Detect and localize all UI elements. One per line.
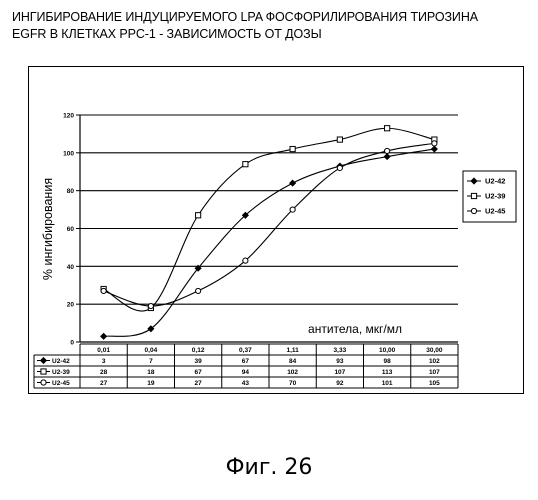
point-U2-42-6 xyxy=(384,154,390,160)
y-tick-label-0: 0 xyxy=(70,340,74,347)
data-label-U2-42-4: 84 xyxy=(289,358,297,365)
data-label-U2-39-1: 18 xyxy=(147,369,155,376)
data-label-U2-39-2: 67 xyxy=(195,369,203,376)
point-U2-45-1 xyxy=(148,303,153,308)
data-label-U2-45-4: 70 xyxy=(289,380,297,387)
y-tick-label-40: 40 xyxy=(67,264,75,271)
table-key-marker-U2-39 xyxy=(41,369,46,374)
point-U2-45-4 xyxy=(290,207,295,212)
x-tick-label-4: 1,11 xyxy=(286,347,299,354)
data-label-U2-39-4: 102 xyxy=(287,369,298,376)
y-tick-label-100: 100 xyxy=(63,150,74,157)
point-U2-39-3 xyxy=(243,162,248,167)
data-label-U2-45-1: 19 xyxy=(147,380,155,387)
figure-caption: Фиг. 26 xyxy=(0,455,538,480)
legend-marker-U2-39 xyxy=(471,193,476,198)
data-label-U2-39-6: 113 xyxy=(382,369,393,376)
data-label-U2-39-7: 107 xyxy=(429,369,440,376)
data-label-U2-45-3: 43 xyxy=(242,380,250,387)
legend-label-U2-39: U2-39 xyxy=(485,192,505,201)
data-label-U2-39-5: 107 xyxy=(334,369,345,376)
point-U2-39-5 xyxy=(337,137,342,142)
data-label-U2-45-6: 101 xyxy=(382,380,393,387)
table-row-label-U2-45: U2-45 xyxy=(52,380,70,387)
data-label-U2-42-2: 39 xyxy=(195,358,203,365)
legend-label-U2-45: U2-45 xyxy=(485,207,505,216)
series-line-U2-45 xyxy=(104,143,435,306)
point-U2-42-7 xyxy=(431,146,437,152)
point-U2-45-0 xyxy=(101,288,106,293)
data-label-U2-42-0: 3 xyxy=(102,358,106,365)
x-tick-label-7: 30,00 xyxy=(426,347,443,354)
x-tick-label-1: 0,04 xyxy=(145,347,158,354)
legend-marker-U2-45 xyxy=(471,208,476,213)
data-label-U2-45-5: 92 xyxy=(336,380,344,387)
point-U2-45-3 xyxy=(243,258,248,263)
y-axis-label: % ингибирования xyxy=(41,178,55,280)
point-U2-45-7 xyxy=(432,141,437,146)
table-row-label-U2-42: U2-42 xyxy=(52,358,70,365)
table-row-label-U2-39: U2-39 xyxy=(52,369,70,376)
data-label-U2-45-0: 27 xyxy=(100,380,108,387)
x-tick-label-6: 10,00 xyxy=(379,347,396,354)
legend-label-U2-42: U2-42 xyxy=(485,177,505,186)
point-U2-45-6 xyxy=(385,148,390,153)
point-U2-39-2 xyxy=(196,213,201,218)
x-axis-label: антитела, мкг/мл xyxy=(308,322,402,336)
chart-svg: 0 20 40 60 80 100 120 % ингибирования антитела, … xyxy=(0,0,538,420)
data-label-U2-42-6: 98 xyxy=(384,358,392,365)
y-tick-label-80: 80 xyxy=(67,188,75,195)
data-label-U2-42-3: 67 xyxy=(242,358,250,365)
y-tick-label-20: 20 xyxy=(67,302,75,309)
data-label-U2-42-1: 7 xyxy=(149,358,153,365)
point-U2-42-4 xyxy=(290,180,296,186)
table-key-marker-U2-42 xyxy=(41,358,47,364)
point-U2-45-2 xyxy=(196,288,201,293)
x-tick-label-5: 3,33 xyxy=(334,347,347,354)
table-key-marker-U2-45 xyxy=(41,380,46,385)
x-tick-label-2: 0,12 xyxy=(192,347,205,354)
point-U2-39-6 xyxy=(385,126,390,131)
y-tick-label-120: 120 xyxy=(63,113,74,120)
data-label-U2-39-0: 28 xyxy=(100,369,108,376)
data-label-U2-42-5: 93 xyxy=(336,358,344,365)
data-label-U2-39-3: 94 xyxy=(242,369,250,376)
x-tick-label-3: 0,37 xyxy=(239,347,252,354)
data-label-U2-45-2: 27 xyxy=(195,380,203,387)
data-label-U2-42-7: 102 xyxy=(429,358,440,365)
y-tick-label-60: 60 xyxy=(67,226,75,233)
point-U2-39-4 xyxy=(290,146,295,151)
point-U2-42-0 xyxy=(101,333,107,339)
x-tick-label-0: 0,01 xyxy=(97,347,110,354)
data-label-U2-45-7: 105 xyxy=(429,380,440,387)
point-U2-45-5 xyxy=(337,165,342,170)
